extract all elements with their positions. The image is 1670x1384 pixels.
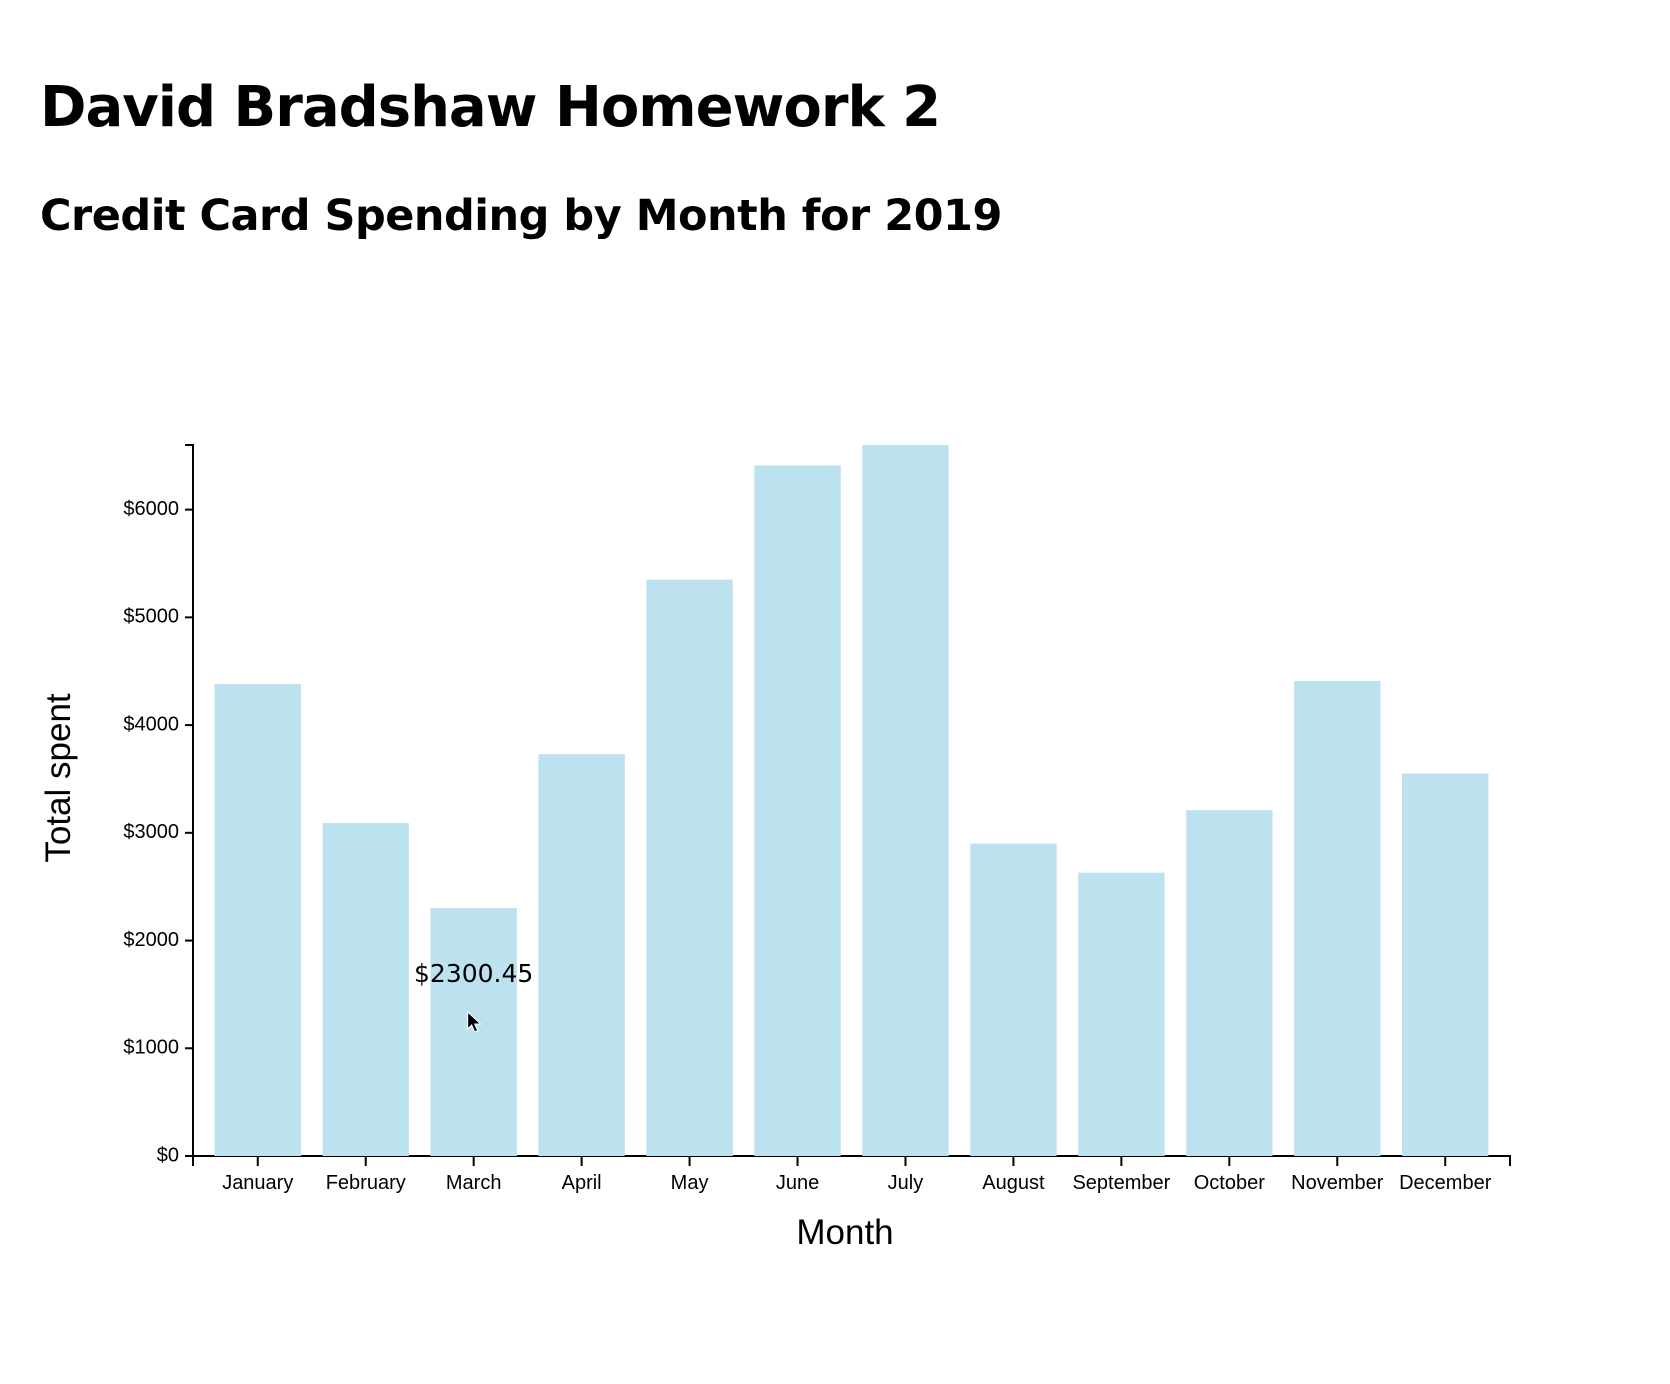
y-tick-label: $2000 — [123, 929, 179, 951]
bar-january — [214, 684, 301, 1156]
x-axis-line — [192, 1155, 1511, 1166]
y-axis-line — [185, 444, 194, 1157]
tooltip-value: $2300.45 — [414, 959, 533, 988]
x-tick-label: December — [1399, 1172, 1492, 1194]
bar-october — [1186, 810, 1273, 1156]
bar-august — [970, 843, 1057, 1156]
x-tick-label: August — [982, 1172, 1045, 1194]
y-tick-label: $5000 — [123, 606, 179, 628]
x-tick-label: November — [1291, 1172, 1384, 1194]
bar-april — [538, 754, 625, 1156]
y-tick-label: $4000 — [123, 713, 179, 735]
y-tick-label: $1000 — [123, 1037, 179, 1059]
bars-group — [214, 445, 1489, 1157]
x-axis: January February March April May June July Augu… — [192, 1155, 1511, 1194]
mouse-cursor-icon — [467, 1010, 482, 1033]
x-tick-label: October — [1194, 1172, 1265, 1194]
x-tick-label: January — [222, 1172, 293, 1194]
bar-tooltip: $2300.45 — [414, 959, 533, 1033]
y-tick-label: $3000 — [123, 821, 179, 843]
bar-may — [646, 579, 733, 1156]
bar-june — [754, 465, 841, 1157]
bar-march — [430, 908, 517, 1156]
bar-december — [1402, 773, 1489, 1156]
y-tick-label: $6000 — [123, 498, 179, 520]
y-axis-title: Total spent — [39, 693, 78, 863]
x-axis-title: Month — [796, 1213, 893, 1252]
bar-november — [1294, 680, 1381, 1156]
x-tick-label: April — [562, 1172, 602, 1194]
x-tick-label: September — [1072, 1172, 1170, 1194]
chart-title: Credit Card Spending by Month for 2019 — [40, 191, 1002, 241]
x-tick-label: July — [888, 1172, 924, 1194]
bar-february — [322, 823, 409, 1156]
x-tick-label: June — [776, 1172, 819, 1194]
y-axis: $0 $1000 $2000 $3000 $4000 $5000 $6000 — [123, 444, 194, 1166]
x-tick-label: March — [446, 1172, 502, 1194]
bar-july — [862, 445, 949, 1156]
page-title: David Bradshaw Homework 2 — [40, 75, 941, 140]
y-tick-label: $0 — [157, 1144, 179, 1166]
bar-september — [1078, 872, 1165, 1156]
x-tick-label: May — [671, 1172, 709, 1194]
x-tick-label: February — [326, 1172, 406, 1194]
